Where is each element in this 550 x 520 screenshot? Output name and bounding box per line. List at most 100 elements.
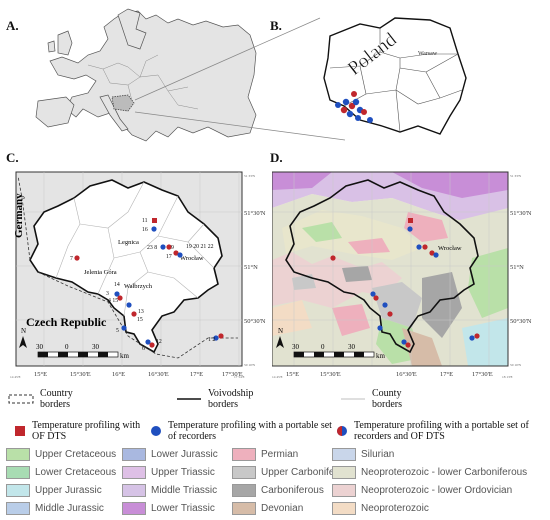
site-label-5: 5 bbox=[116, 328, 119, 334]
north-arrow-c: N bbox=[19, 327, 27, 348]
svg-text:N: N bbox=[278, 327, 283, 335]
lon-label-d-4: 17°E bbox=[440, 371, 453, 378]
geo-lower-jurassic: Lower Jurassic bbox=[122, 448, 218, 461]
geo-neoproterozoic-lower-carboniferous: Neoproterozoic - lower Carboniferous bbox=[332, 466, 527, 479]
geo-upper-triassic: Upper Triassic bbox=[122, 466, 215, 479]
site-label-12: 12 bbox=[156, 339, 162, 345]
poland-highlight-a bbox=[111, 94, 135, 112]
geo-swatch bbox=[122, 484, 146, 497]
zoom-lines-ab bbox=[134, 17, 346, 141]
lon-label-d-3: 16°30'E bbox=[396, 371, 417, 378]
geo-swatch bbox=[332, 448, 356, 461]
british-isles bbox=[47, 30, 73, 56]
corner-label-d-br-lat: 50 10'N bbox=[510, 363, 522, 367]
poland-map: Poland Warsaw bbox=[323, 17, 467, 135]
panel-label-b: B. bbox=[270, 18, 282, 33]
geo-neoproterozoic-lower-ordovician: Neoproterozoic - lower Ordovician bbox=[332, 484, 512, 497]
lon-label-c-4: 16°30'E bbox=[148, 371, 169, 378]
country-border-symbol bbox=[8, 394, 34, 404]
legend-country-borders: Country borders bbox=[8, 388, 104, 410]
corner-label-c-tr: 51 33'N bbox=[244, 174, 256, 178]
site-label-16: 16 bbox=[142, 227, 148, 233]
lon-label-d-1: 15°E bbox=[286, 371, 299, 378]
lon-label-c-6: 17°30'E bbox=[222, 371, 243, 378]
scale-bar-c: 30 0 30 km bbox=[36, 343, 130, 360]
lower-silesia-outline-d bbox=[285, 179, 479, 354]
geo-lower-cretaceous: Lower Cretaceous bbox=[6, 466, 116, 479]
lat-label-d-3: 50°30'N bbox=[510, 318, 532, 325]
city-wroclaw-d: Wrocław bbox=[438, 245, 462, 252]
lat-label-c-2: 51°N bbox=[244, 264, 258, 271]
geo-swatch bbox=[332, 502, 356, 515]
europe-map bbox=[28, 5, 258, 150]
czech-label: Czech Republic bbox=[26, 315, 107, 329]
panel-label-a: A. bbox=[6, 18, 19, 33]
geology-map-d: Wrocław N 30 0 30 km 51°30'N 51°N 50°30'… bbox=[272, 171, 532, 379]
svg-text:30: 30 bbox=[36, 343, 44, 351]
lower-silesia-outline bbox=[29, 179, 223, 354]
site-label-3: 3 bbox=[106, 291, 109, 297]
county-border-symbol bbox=[341, 398, 365, 400]
voivodship-border-symbol bbox=[177, 398, 201, 400]
city-wroclaw: Wrocław bbox=[180, 255, 204, 262]
corner-label-d-bl: 14 45'E bbox=[272, 375, 283, 379]
geo-silurian: Silurian bbox=[332, 448, 394, 461]
lon-label-c-5: 17°E bbox=[190, 371, 203, 378]
corner-label-c-bl: 14 45'E bbox=[10, 375, 21, 379]
scandinavia bbox=[117, 8, 147, 50]
svg-text:0: 0 bbox=[321, 343, 325, 351]
geo-swatch bbox=[232, 448, 256, 461]
lat-label-d-2: 51°N bbox=[510, 264, 524, 271]
site-label-group-23-8: 23 8 bbox=[147, 245, 157, 251]
geo-swatch bbox=[332, 466, 356, 479]
svg-text:km: km bbox=[120, 352, 130, 360]
legend-voivodship-borders: Voivodship borders bbox=[176, 388, 284, 410]
geo-swatch bbox=[332, 484, 356, 497]
geo-lower-triassic: Lower Triassic bbox=[122, 502, 215, 515]
geo-swatch bbox=[232, 466, 256, 479]
scale-bar-d: 30 0 30 km bbox=[292, 343, 386, 360]
geo-swatch bbox=[6, 448, 30, 461]
country-border-germany bbox=[17, 175, 31, 261]
sites-d bbox=[330, 218, 480, 348]
iberia bbox=[35, 96, 75, 128]
poland-sites bbox=[335, 91, 373, 123]
corner-label-d-br: 18 13'E bbox=[502, 375, 513, 379]
site-label-9: 9 bbox=[171, 245, 174, 251]
panel-label-c: C. bbox=[6, 150, 19, 165]
italy bbox=[99, 94, 129, 132]
site-label-13: 13 bbox=[138, 309, 144, 315]
geo-swatch bbox=[232, 484, 256, 497]
warsaw-label: Warsaw bbox=[418, 51, 438, 57]
svg-text:30: 30 bbox=[92, 343, 100, 351]
site-label-15: 15 bbox=[137, 317, 143, 323]
lon-label-d-2: 15°30'E bbox=[320, 371, 341, 378]
corner-label-c-br-lat: 50 10'N bbox=[244, 363, 256, 367]
site-label-group-4-15: 4 15 bbox=[108, 298, 118, 304]
geo-swatch bbox=[122, 448, 146, 461]
panel-label-d: D. bbox=[270, 150, 283, 165]
poland-outline bbox=[323, 17, 467, 135]
site-label-17: 17 bbox=[166, 254, 172, 260]
geo-devonian: Devonian bbox=[232, 502, 303, 515]
site-label-group-19-22: 19 20 21 22 bbox=[186, 244, 214, 250]
site-label-11: 11 bbox=[142, 218, 148, 224]
geo-swatch bbox=[6, 484, 30, 497]
site-label-14: 14 bbox=[114, 282, 120, 288]
legend-of-dts: Temperature profiling with OF DTS bbox=[14, 420, 150, 442]
lon-label-c-1: 15°E bbox=[34, 371, 47, 378]
lon-label-c-2: 15°30'E bbox=[70, 371, 91, 378]
red-square-symbol bbox=[15, 426, 25, 436]
red-blue-circle-symbol bbox=[337, 426, 347, 436]
corner-label-d-tr: 51 33'N bbox=[510, 174, 522, 178]
lon-label-d-5: 17°30'E bbox=[472, 371, 493, 378]
geo-swatch bbox=[232, 502, 256, 515]
legend-county-borders: County borders bbox=[340, 388, 432, 410]
legend-portable-recorders: Temperature profiling with a portable se… bbox=[150, 420, 338, 442]
site-label-7: 7 bbox=[70, 256, 73, 262]
europe-landmass bbox=[49, 10, 257, 142]
country-border-czech bbox=[37, 271, 238, 359]
county-borders bbox=[55, 181, 215, 317]
region-map-c: Germany Czech Republic Legnica Wrocław J… bbox=[10, 171, 266, 379]
geo-permian: Permian bbox=[232, 448, 298, 461]
